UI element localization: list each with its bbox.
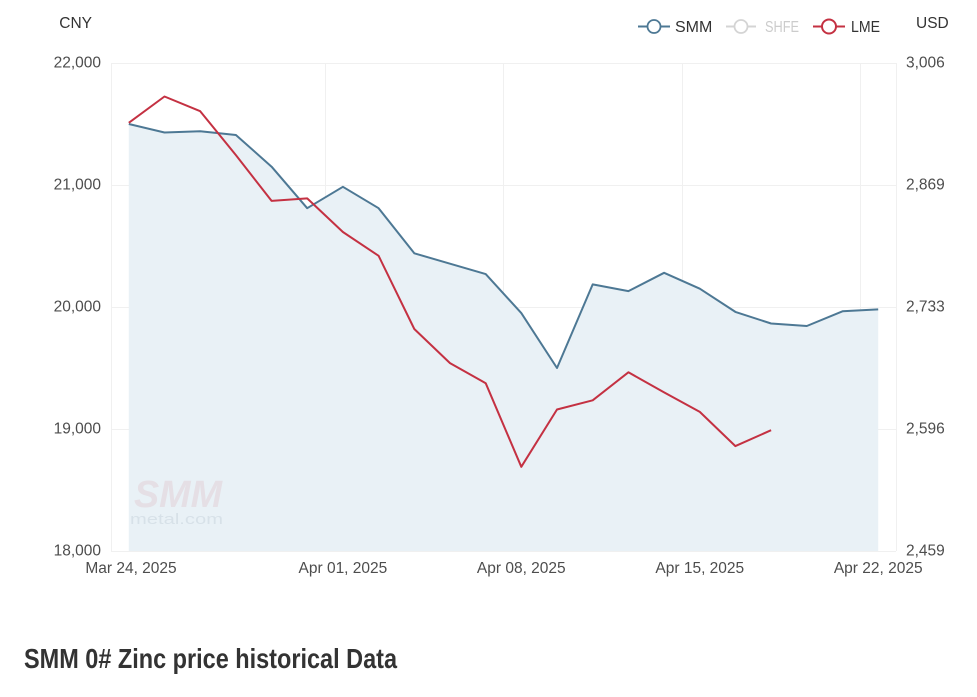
svg-text:Apr 22, 2025: Apr 22, 2025 bbox=[834, 560, 923, 577]
svg-text:metal.com: metal.com bbox=[130, 511, 223, 528]
svg-text:3,006: 3,006 bbox=[906, 55, 945, 72]
svg-text:22,000: 22,000 bbox=[54, 55, 102, 72]
svg-text:SHFE: SHFE bbox=[765, 19, 799, 36]
svg-text:USD: USD bbox=[916, 15, 949, 32]
svg-text:SMM: SMM bbox=[134, 474, 223, 516]
svg-text:LME: LME bbox=[851, 19, 880, 36]
svg-text:20,000: 20,000 bbox=[54, 299, 102, 316]
svg-text:Apr 01, 2025: Apr 01, 2025 bbox=[299, 560, 388, 577]
svg-text:2,869: 2,869 bbox=[906, 177, 945, 194]
svg-text:Apr 15, 2025: Apr 15, 2025 bbox=[655, 560, 744, 577]
svg-text:21,000: 21,000 bbox=[54, 177, 102, 194]
svg-text:2,459: 2,459 bbox=[906, 543, 945, 560]
svg-text:18,000: 18,000 bbox=[54, 543, 102, 560]
svg-text:Apr 08, 2025: Apr 08, 2025 bbox=[477, 560, 566, 577]
svg-text:CNY: CNY bbox=[59, 15, 92, 32]
svg-text:2,596: 2,596 bbox=[906, 421, 945, 438]
svg-text:Mar 24, 2025: Mar 24, 2025 bbox=[85, 560, 176, 577]
svg-text:19,000: 19,000 bbox=[54, 421, 102, 438]
svg-text:SMM: SMM bbox=[675, 19, 712, 36]
svg-text:2,733: 2,733 bbox=[906, 299, 945, 316]
svg-text:SMM 0# Zinc price historical D: SMM 0# Zinc price historical Data bbox=[24, 643, 397, 674]
